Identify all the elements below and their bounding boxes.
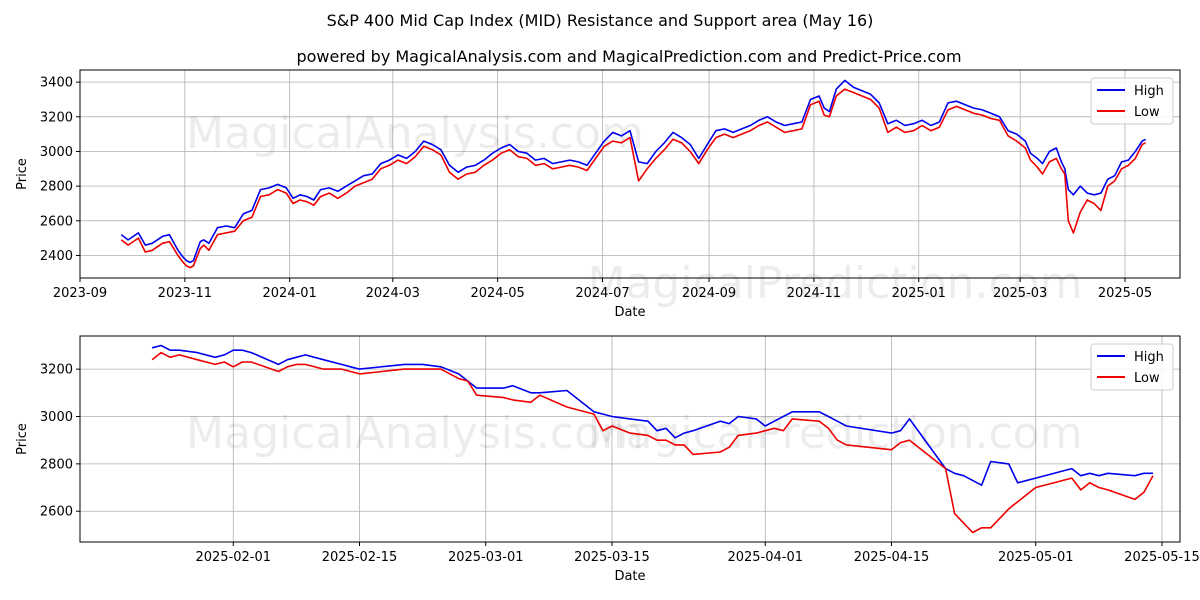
series-line-high [151,344,1153,487]
chart-title: S&P 400 Mid Cap Index (MID) Resistance a… [327,11,874,30]
x-axis-label: Date [614,305,645,320]
y-tick-label: 3000 [40,410,73,425]
series-line-low [151,351,1154,534]
x-tick-label: 2023-09 [53,286,107,301]
x-tick-label: 2024-05 [470,286,524,301]
watermark-text: MagicalPrediction.com [588,258,1083,309]
chart-subtitle: powered by MagicalAnalysis.com and Magic… [296,47,961,66]
legend-label-low: Low [1134,105,1160,120]
y-tick-label: 3200 [40,110,73,125]
series-line-low [120,88,1146,269]
y-tick-label: 2400 [40,249,73,264]
x-tick-label: 2024-09 [682,286,736,301]
x-tick-label: 2025-03 [993,286,1047,301]
y-axis-label: Price [15,423,30,455]
plot-frame [79,69,1181,279]
y-tick-label: 2800 [40,180,73,195]
y-axis-label: Price [15,158,30,190]
x-axis-label: Date [614,569,645,584]
x-tick-label: 2025-04-01 [727,550,803,565]
y-tick-label: 3200 [40,363,73,378]
y-tick-label: 2600 [40,505,73,520]
x-tick-label: 2025-01 [892,286,946,301]
y-tick-label: 3400 [40,76,73,91]
x-tick-label: 2025-04-15 [854,550,930,565]
chart-panel-2: MagicalAnalysis.comMagicalPrediction.com… [15,335,1200,584]
x-tick-label: 2024-11 [787,286,841,301]
legend-label-low: Low [1134,371,1160,386]
x-tick-label: 2025-02-15 [322,550,398,565]
legend-label-high: High [1134,84,1164,99]
legend-label-high: High [1134,350,1164,365]
x-tick-label: 2024-07 [575,286,629,301]
x-tick-label: 2024-03 [366,286,420,301]
x-tick-label: 2025-05 [1098,286,1152,301]
plot-frame [79,335,1181,543]
x-tick-label: 2023-11 [158,286,212,301]
x-tick-label: 2025-05-15 [1124,550,1200,565]
watermark-text: MagicalPrediction.com [588,408,1083,459]
series-line-high [120,79,1146,264]
x-tick-label: 2025-05-01 [998,550,1074,565]
x-tick-label: 2025-02-01 [195,550,271,565]
watermark-text: MagicalAnalysis.com [186,408,644,459]
x-tick-label: 2025-03-15 [574,550,650,565]
chart-panel-1: MagicalAnalysis.comMagicalPrediction.com… [15,69,1181,320]
y-tick-label: 2800 [40,457,73,472]
x-tick-label: 2024-01 [263,286,317,301]
y-tick-label: 2600 [40,214,73,229]
x-tick-label: 2025-03-01 [448,550,524,565]
y-tick-label: 3000 [40,145,73,160]
